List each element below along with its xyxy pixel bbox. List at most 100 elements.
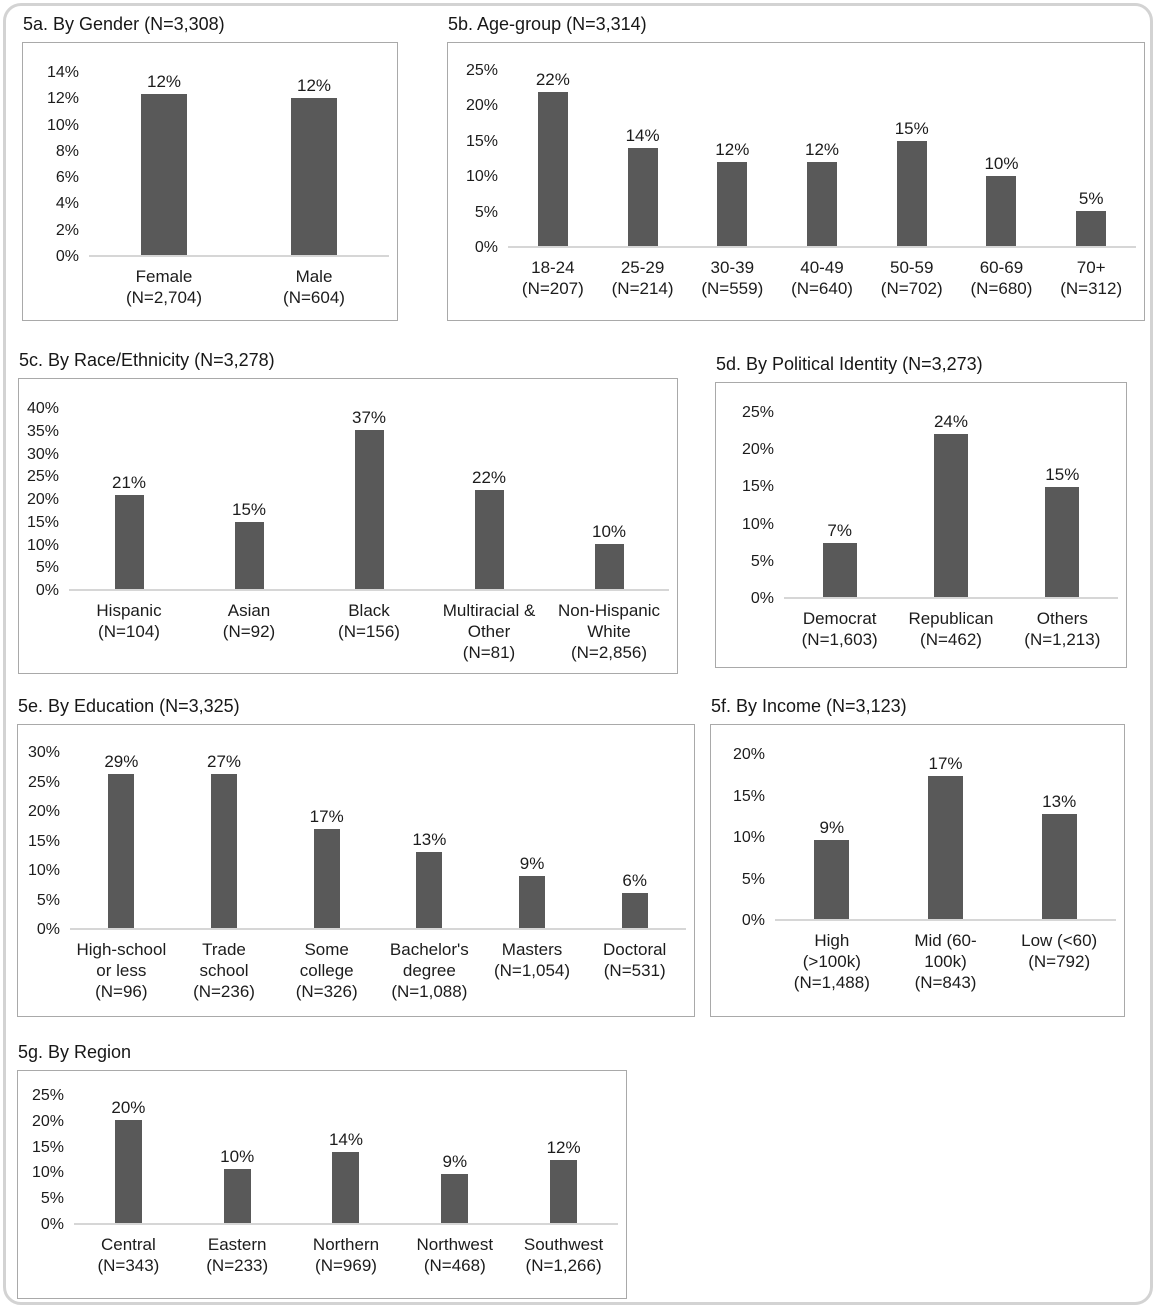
y-axis: 25% 20% 15% 10% 5% 0% <box>456 63 508 256</box>
y-tick-label: 30% <box>27 744 60 761</box>
chart-title: 5f. By Income (N=3,123) <box>711 696 907 716</box>
bar <box>291 97 337 255</box>
category-n: (N=156) <box>338 622 400 641</box>
category-name-line: White <box>587 622 631 641</box>
y-tick-label: 0% <box>55 248 79 265</box>
category-n: (N=843) <box>914 973 977 992</box>
y-tick-label: 15% <box>26 513 59 531</box>
category-name-line: Other <box>467 622 511 641</box>
plot-area: 12% 12% <box>89 73 389 257</box>
bar <box>441 1173 469 1223</box>
category-name-line: 100k) <box>924 952 967 971</box>
category-n: (N=236) <box>193 982 255 1001</box>
category-name-line: 30-39 <box>710 258 755 277</box>
category-name-line: Bachelor's <box>389 940 469 959</box>
bar-value-label: 9% <box>819 818 845 838</box>
chart-box-political-identity: 25% 20% 15% 10% 5% 0% 7% 24% 15% Democrat (N=1,603… <box>715 382 1127 668</box>
bar-slot: 21% <box>69 409 189 589</box>
category-n: (N=1,088) <box>391 982 468 1001</box>
bar-slot: 7% <box>784 413 895 597</box>
plot-area: 29% 27% 17% 13% 9% 6% <box>70 753 686 930</box>
y-tick-label: 15% <box>741 478 774 496</box>
y-tick-label: 0% <box>35 582 59 599</box>
category-label: 60-69 (N=680) <box>957 257 1047 299</box>
category-name-line: Republican <box>908 609 994 628</box>
y-tick-label: 10% <box>27 862 60 879</box>
y-tick-label: 25% <box>26 468 59 486</box>
y-tick-label: 25% <box>31 1087 64 1104</box>
bar-value-label: 12% <box>546 1138 581 1158</box>
category-n: (N=969) <box>315 1256 377 1275</box>
bar-value-label: 22% <box>535 70 570 89</box>
bar <box>717 162 748 246</box>
y-tick-label: 15% <box>27 832 60 850</box>
bar-slot: 20% <box>74 1096 183 1223</box>
y-tick-label: 40% <box>26 400 59 417</box>
category-name-line: Northern <box>312 1235 380 1254</box>
category-name-line: Democrat <box>802 609 877 628</box>
category-label: Asian (N=92) <box>189 600 309 663</box>
bar-slot: 9% <box>400 1096 509 1223</box>
y-tick-label: 35% <box>26 422 59 440</box>
y-tick-label: 15% <box>31 1138 64 1156</box>
category-label: 18-24 (N=207) <box>508 257 598 299</box>
y-tick-label: 15% <box>465 132 498 150</box>
chart-box-gender: 14% 12% 10% 8% 6% 4% 2% 0% 12% 12% Female (N=2,704)… <box>22 42 398 321</box>
bar-slot: 13% <box>378 753 481 928</box>
category-n: (N=343) <box>97 1256 160 1275</box>
chart-title: 5c. By Race/Ethnicity (N=3,278) <box>19 350 275 370</box>
bar-slot: 15% <box>189 409 309 589</box>
chart-panel-gender: 5a. By Gender (N=3,308) 14% 12% 10% 8% 6% 4% 2… <box>22 12 398 321</box>
category-n: (N=233) <box>206 1256 269 1275</box>
y-tick-label: 0% <box>750 590 774 607</box>
plot-area: 21% 15% 37% 22% 10% <box>69 409 669 591</box>
bar-value-label: 15% <box>894 119 929 138</box>
category-name-line: Eastern <box>207 1235 267 1254</box>
category-label: Doctoral (N=531) <box>583 939 686 1002</box>
bar <box>986 176 1017 246</box>
category-n: (N=207) <box>521 279 584 298</box>
category-n: (N=1,054) <box>493 961 571 980</box>
plot-area: 22% 14% 12% 12% 15% 10% 5% <box>508 71 1136 248</box>
bar-slot: 12% <box>509 1096 618 1223</box>
category-label: 30-39 (N=559) <box>687 257 777 299</box>
category-name-line: 60-69 <box>979 258 1024 277</box>
chart-title: 5g. By Region <box>18 1042 132 1062</box>
bar-value-label: 13% <box>412 830 447 850</box>
y-tick-label: 5% <box>750 552 774 570</box>
chart-title: 5d. By Political Identity (N=3,273) <box>716 354 983 374</box>
category-label: Non-Hispanic White (N=2,856) <box>549 600 669 663</box>
bar <box>141 94 187 255</box>
x-axis: Central (N=343) Eastern (N=233) Northern (N=9… <box>74 1234 618 1276</box>
bar-value-label: 12% <box>805 140 840 159</box>
category-name-line: Female <box>135 267 193 286</box>
category-n: (N=2,704) <box>125 288 203 307</box>
bar-value-label: 37% <box>351 408 387 427</box>
y-tick-label: 10% <box>31 1164 64 1182</box>
bar-slot: 9% <box>481 753 584 928</box>
chart-main: 20% 15% 10% 5% 0% 9% 17% 13% <box>719 747 1116 929</box>
category-name-line: (>100k) <box>802 952 861 971</box>
category-name-line: Asian <box>227 601 271 620</box>
bar-value-label: 27% <box>206 752 242 771</box>
bar <box>933 434 968 597</box>
y-tick-label: 10% <box>732 829 765 846</box>
category-label: Others (N=1,213) <box>1007 608 1118 650</box>
y-tick-label: 10% <box>26 536 59 554</box>
bar-slot: 12% <box>239 73 389 255</box>
chart-panel-age-group: 5b. Age-group (N=3,314) 25% 20% 15% 10% 5% 0%… <box>447 12 1145 321</box>
chart-panel-education: 5e. By Education (N=3,325) 30% 25% 20% 15% 1… <box>17 694 695 1017</box>
bar <box>928 776 963 919</box>
category-name-line: school <box>199 961 249 980</box>
y-axis: 30% 25% 20% 15% 10% 5% 0% <box>26 745 70 938</box>
bar-value-label: 15% <box>231 499 267 519</box>
category-n: (N=1,213) <box>1024 630 1101 649</box>
y-axis: 40% 35% 30% 25% 20% 15% 10% 5% 0% <box>26 401 69 599</box>
category-label: 40-49 (N=640) <box>777 257 867 299</box>
category-label: Democrat (N=1,603) <box>784 608 895 650</box>
bar <box>114 1120 142 1223</box>
bar <box>416 852 443 928</box>
bar-value-label: 9% <box>442 1151 468 1171</box>
y-tick-label: 5% <box>36 891 60 909</box>
